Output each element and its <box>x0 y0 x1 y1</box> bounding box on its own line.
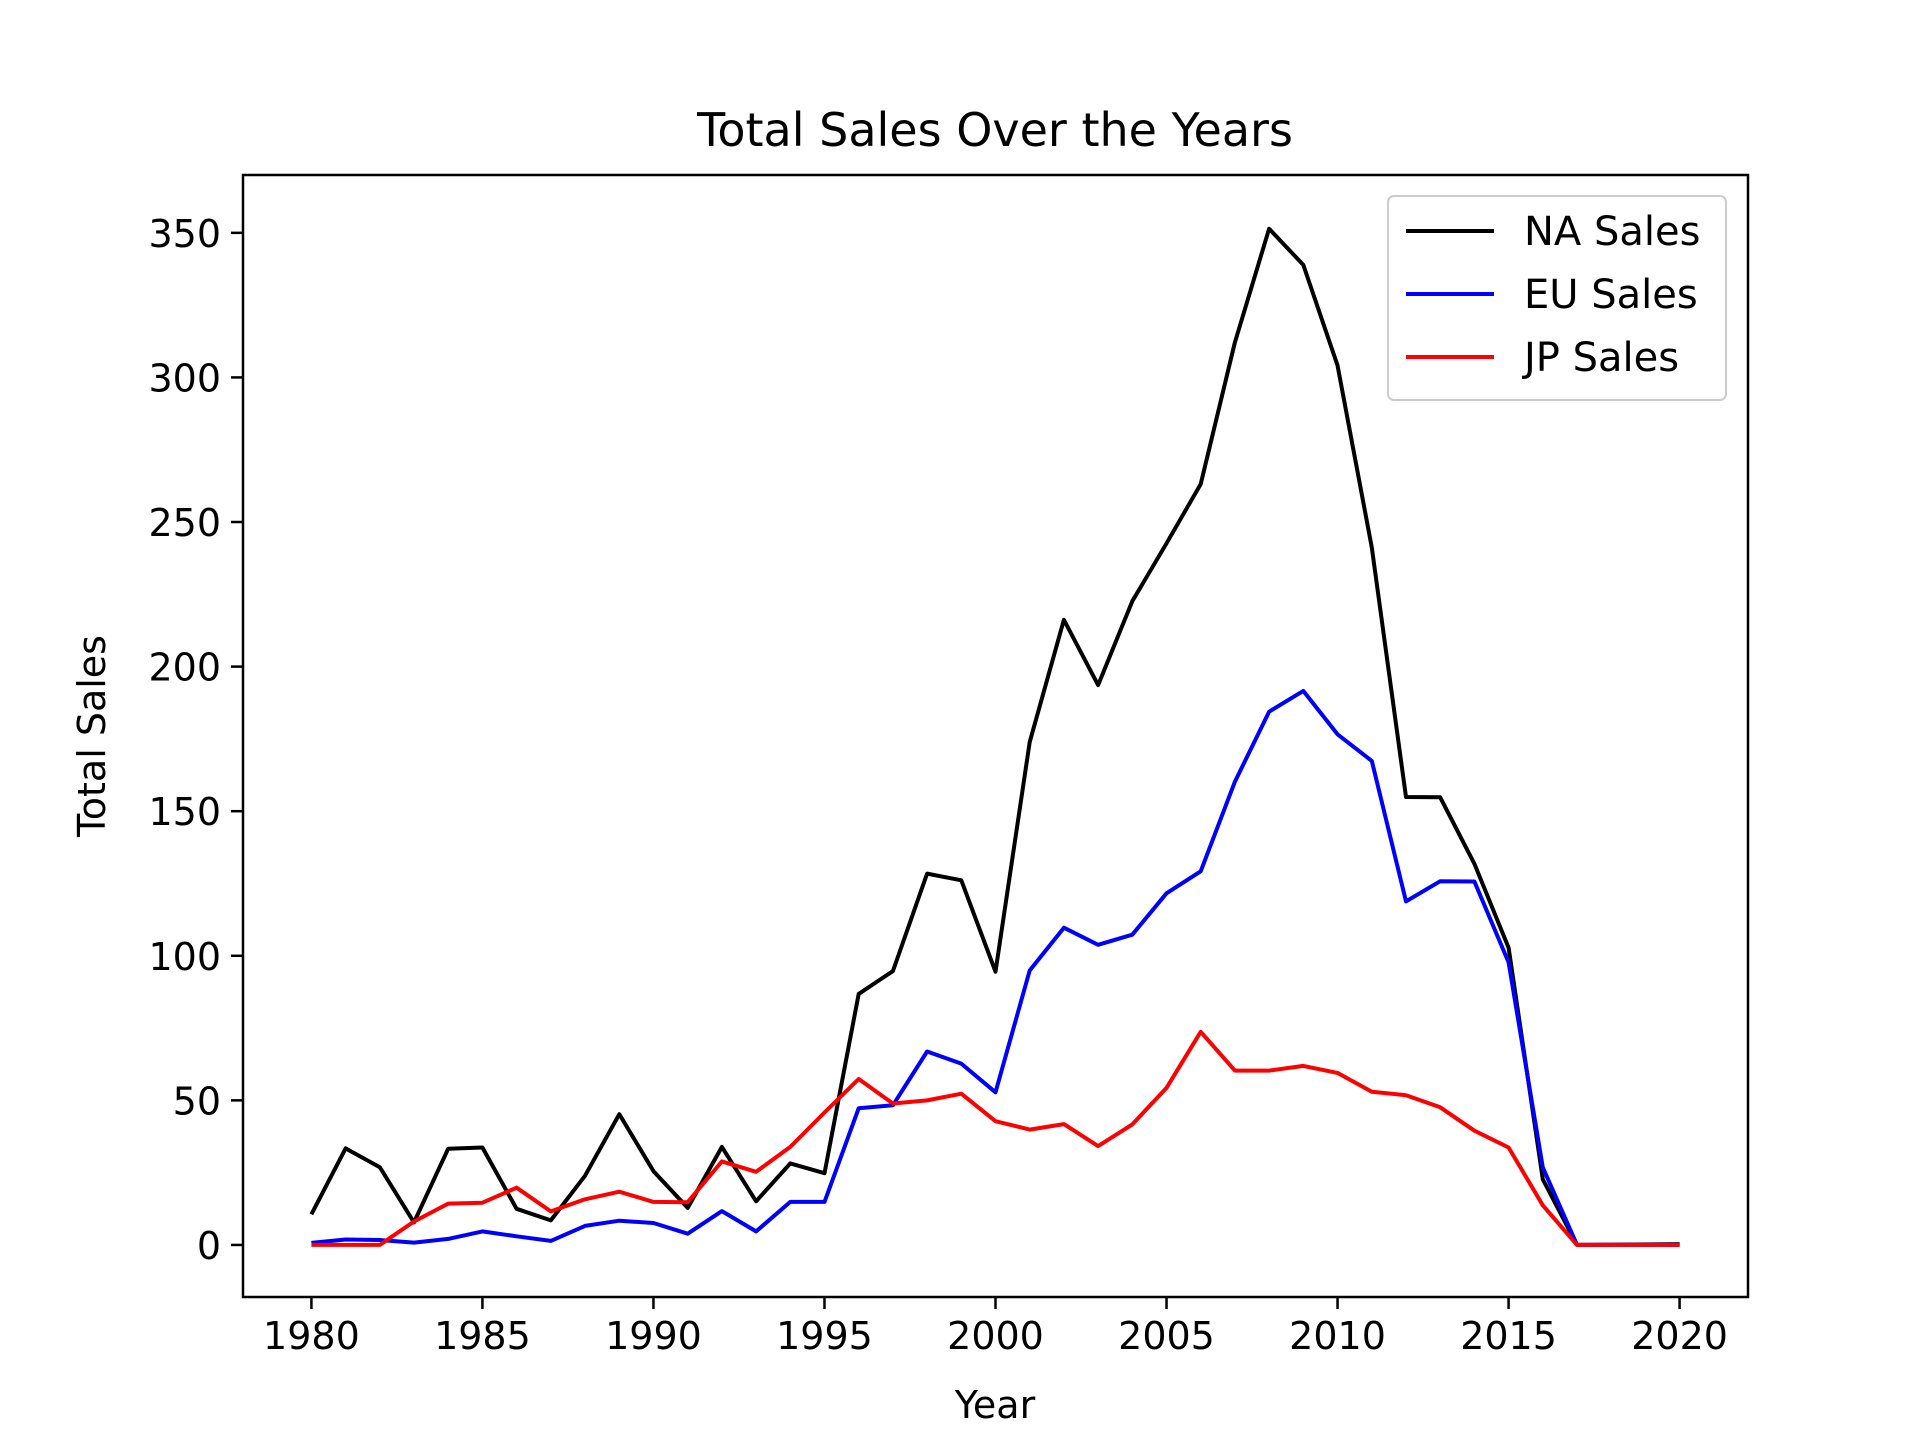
plot-frame <box>241 173 1750 1299</box>
x-tick-label: 2020 <box>1631 1314 1728 1358</box>
x-tick-label: 1990 <box>605 1314 702 1358</box>
x-tick-label: 1995 <box>776 1314 873 1358</box>
x-axis-label: Year <box>954 1383 1036 1427</box>
x-tick-label: 2010 <box>1289 1314 1386 1358</box>
y-axis-label: Total Sales <box>70 635 114 838</box>
legend-label-jp: JP Sales <box>1521 335 1679 381</box>
series-line-eu-sales <box>311 688 1680 1247</box>
y-tick-label: 150 <box>148 790 221 834</box>
series-layer <box>309 226 1680 1247</box>
legend-label-na: NA Sales <box>1524 209 1700 255</box>
legend-box <box>1387 195 1727 401</box>
y-tick-label: 50 <box>173 1079 221 1123</box>
axes-layer: 1980 1985 1990 1995 2000 2005 2010 2015 2020 0 50 1… <box>148 212 1727 1358</box>
x-tick-label: 2000 <box>947 1314 1044 1358</box>
x-tick-label: 2005 <box>1118 1314 1215 1358</box>
y-tick-label: 100 <box>148 935 221 979</box>
y-tick-label: 200 <box>148 646 221 690</box>
x-tick-label: 1985 <box>434 1314 531 1358</box>
y-tick-label: 300 <box>148 356 221 400</box>
series-line-na-sales <box>309 226 1680 1247</box>
x-tick-label: 2015 <box>1460 1314 1557 1358</box>
legend-label-eu: EU Sales <box>1524 272 1698 318</box>
legend: NA Sales EU Sales JP Sales <box>1387 195 1727 401</box>
series-line-jp-sales <box>311 1029 1680 1247</box>
y-tick-label: 250 <box>148 501 221 545</box>
y-tick-label: 350 <box>148 212 221 256</box>
x-tick-label: 1980 <box>263 1314 360 1358</box>
y-tick-label: 0 <box>197 1224 221 1268</box>
chart-title: Total Sales Over the Years <box>696 103 1293 157</box>
